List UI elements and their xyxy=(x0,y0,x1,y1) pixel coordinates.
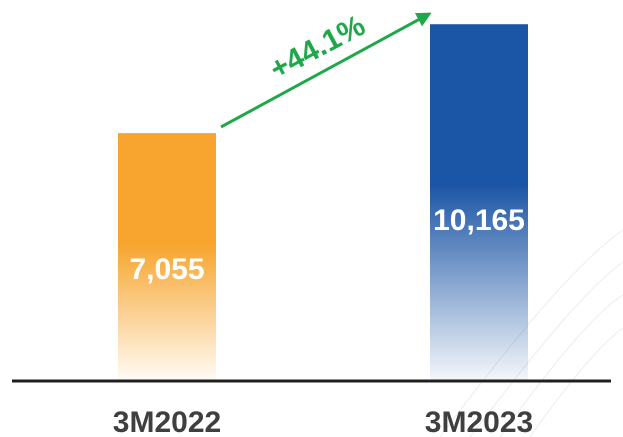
background-decoration xyxy=(439,229,623,437)
growth-arrow xyxy=(220,12,432,129)
value-label-3m2022: 7,055 xyxy=(129,253,204,286)
category-label-3m2022: 3M2022 xyxy=(113,406,221,437)
value-label-3m2023: 10,165 xyxy=(433,204,525,237)
category-label-3m2023: 3M2023 xyxy=(425,406,533,437)
bar-3m2023 xyxy=(430,24,528,380)
bar-3m2022 xyxy=(118,133,216,380)
